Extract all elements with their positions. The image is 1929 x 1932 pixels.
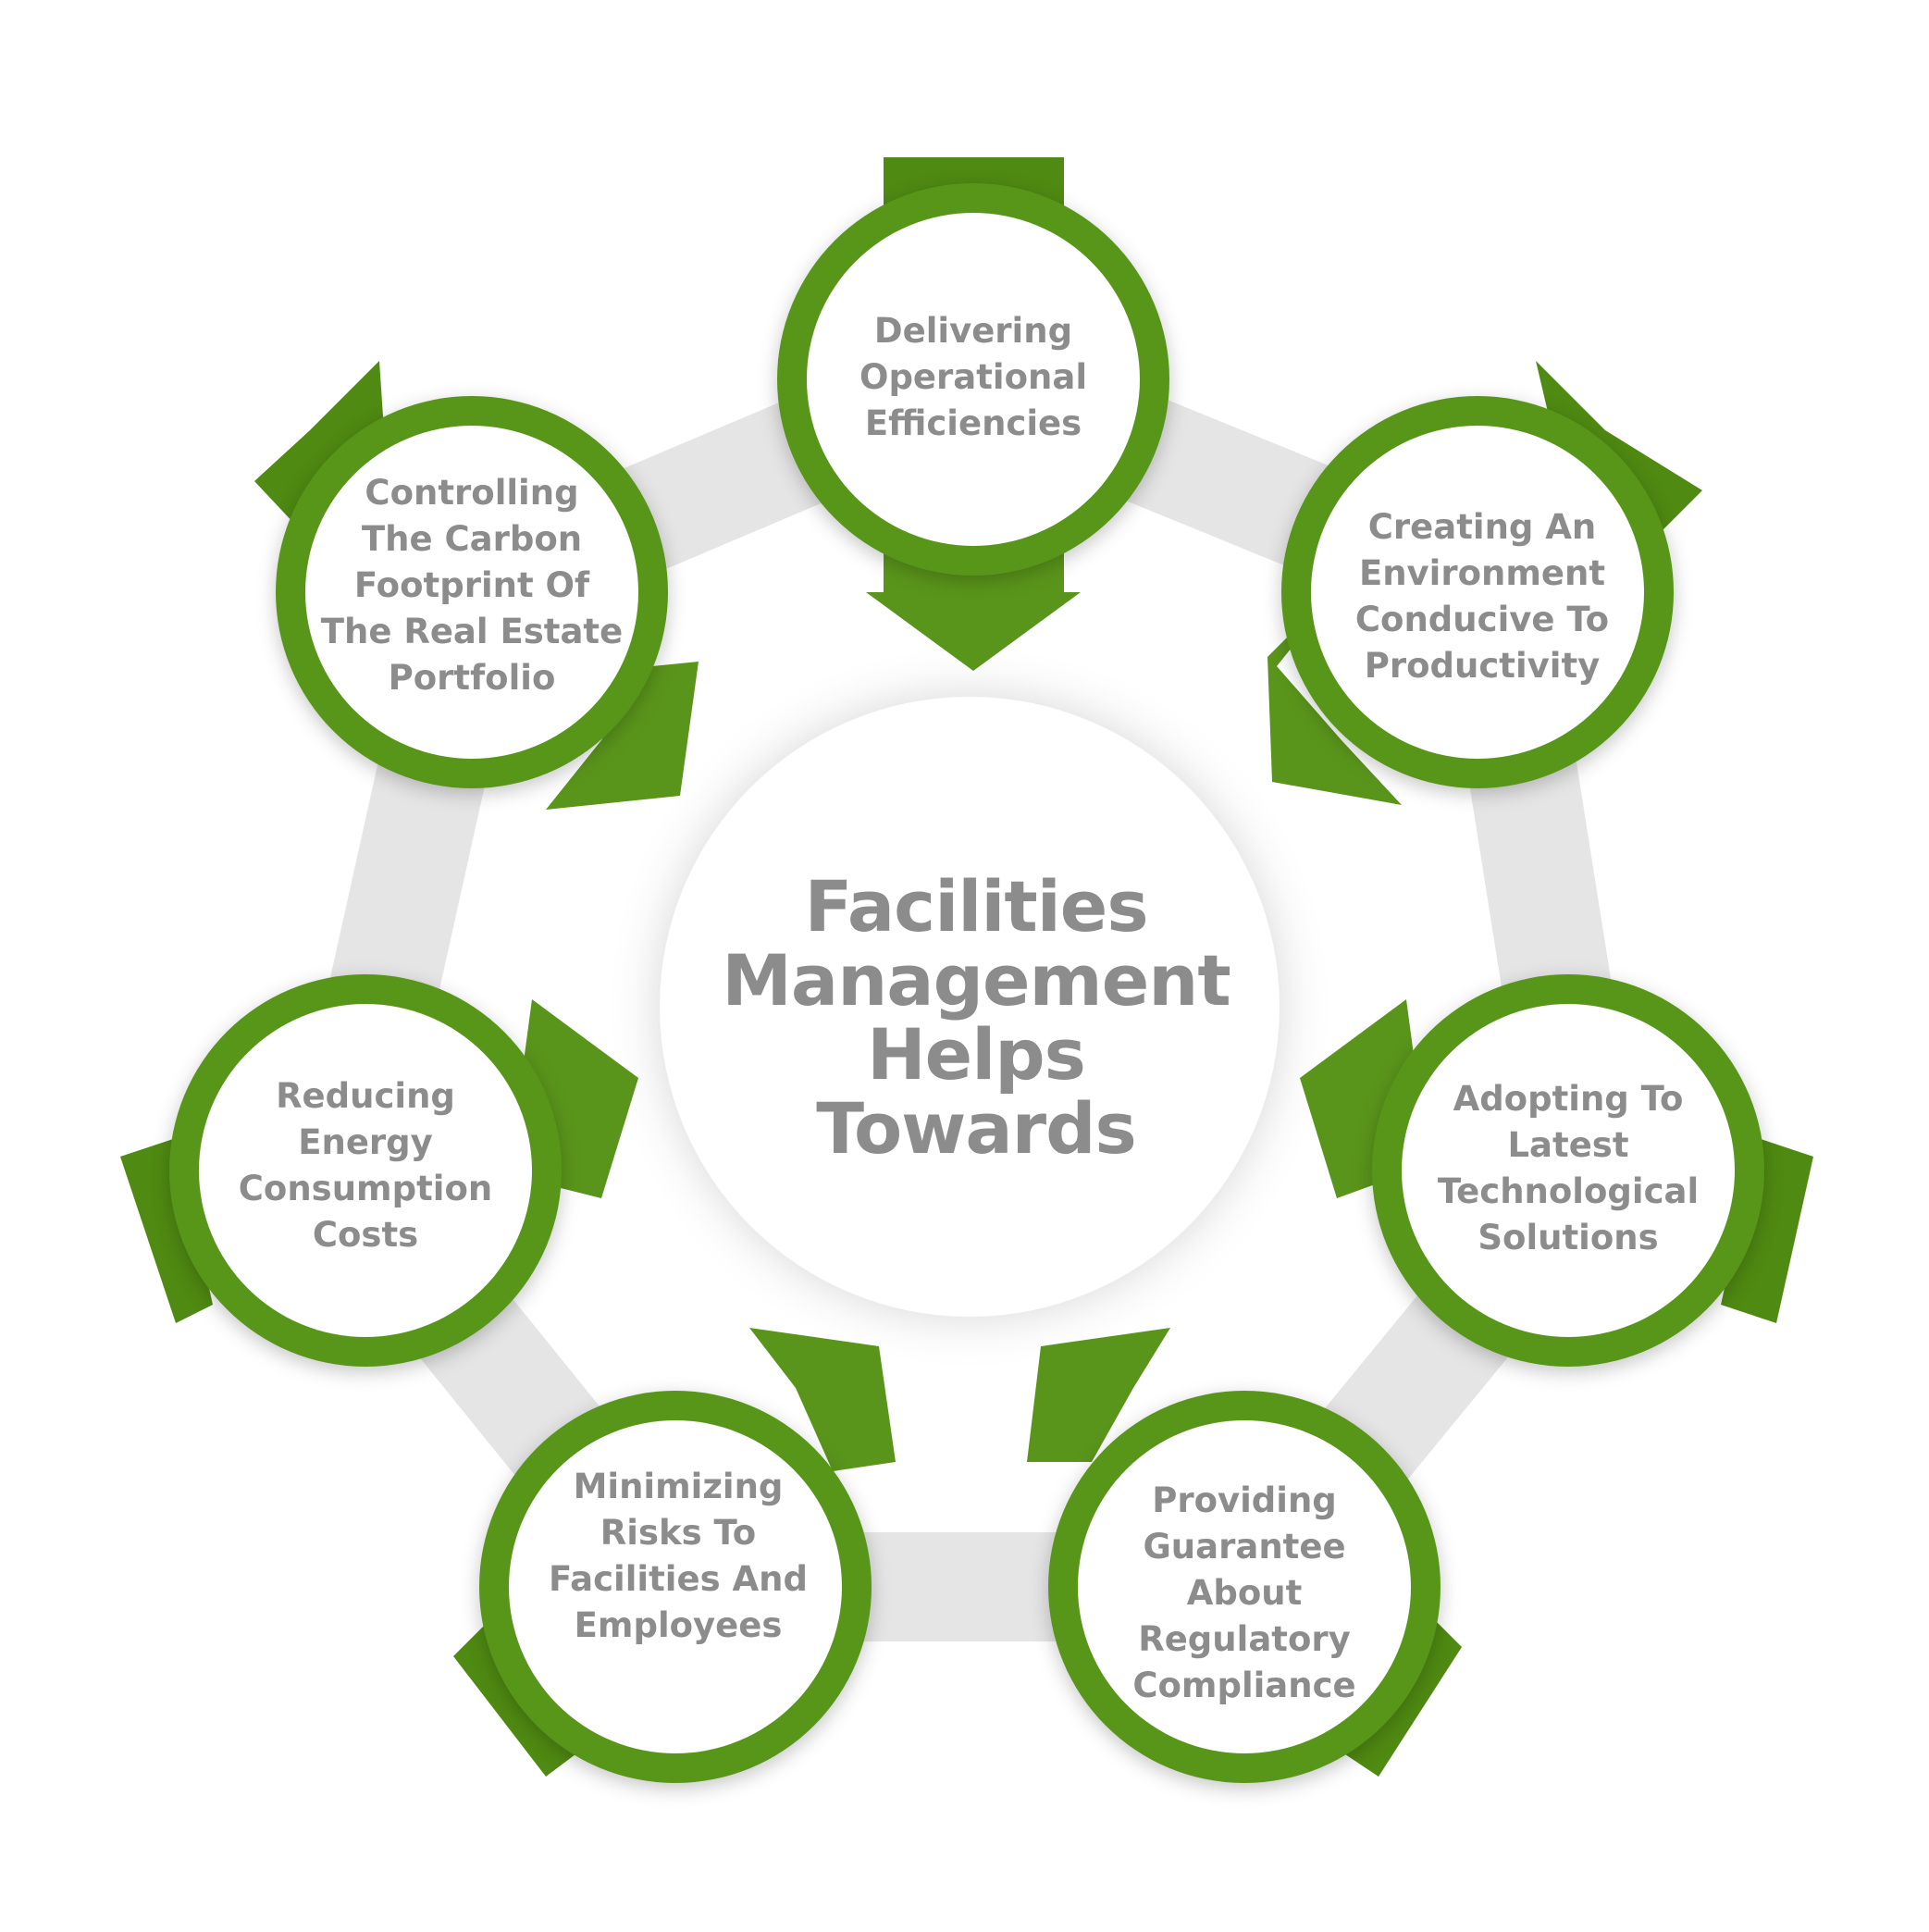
node-adopting-circle <box>1372 974 1764 1367</box>
node-providing-circle <box>1048 1391 1441 1783</box>
node-label-adopting: Adopting To Latest Technological Solutio… <box>1437 1079 1700 1257</box>
node-label-creating: Creating An Environment Conducive To Pro… <box>1354 507 1610 686</box>
node-label-controlling: Controlling The Carbon Footprint Of The … <box>320 473 624 698</box>
node-controlling-circle <box>276 396 668 788</box>
node-label-reducing: Reducing Energy Consumption Costs <box>238 1076 493 1255</box>
node-label-minimizing: Minimizing Risks To Facilities And Emplo… <box>549 1467 808 1645</box>
node-minimizing-circle <box>479 1391 872 1783</box>
node-label-delivering: Delivering Operational Efficiencies <box>859 311 1088 443</box>
node-delivering-circle <box>777 183 1169 576</box>
center-title: Facilities Management Helps Towards <box>722 865 1230 1170</box>
node-label-providing: Providing Guarantee About Regulatory Com… <box>1132 1480 1356 1705</box>
center-disc <box>660 697 1280 1317</box>
node-reducing-circle <box>169 974 562 1367</box>
node-creating-circle <box>1281 396 1674 788</box>
